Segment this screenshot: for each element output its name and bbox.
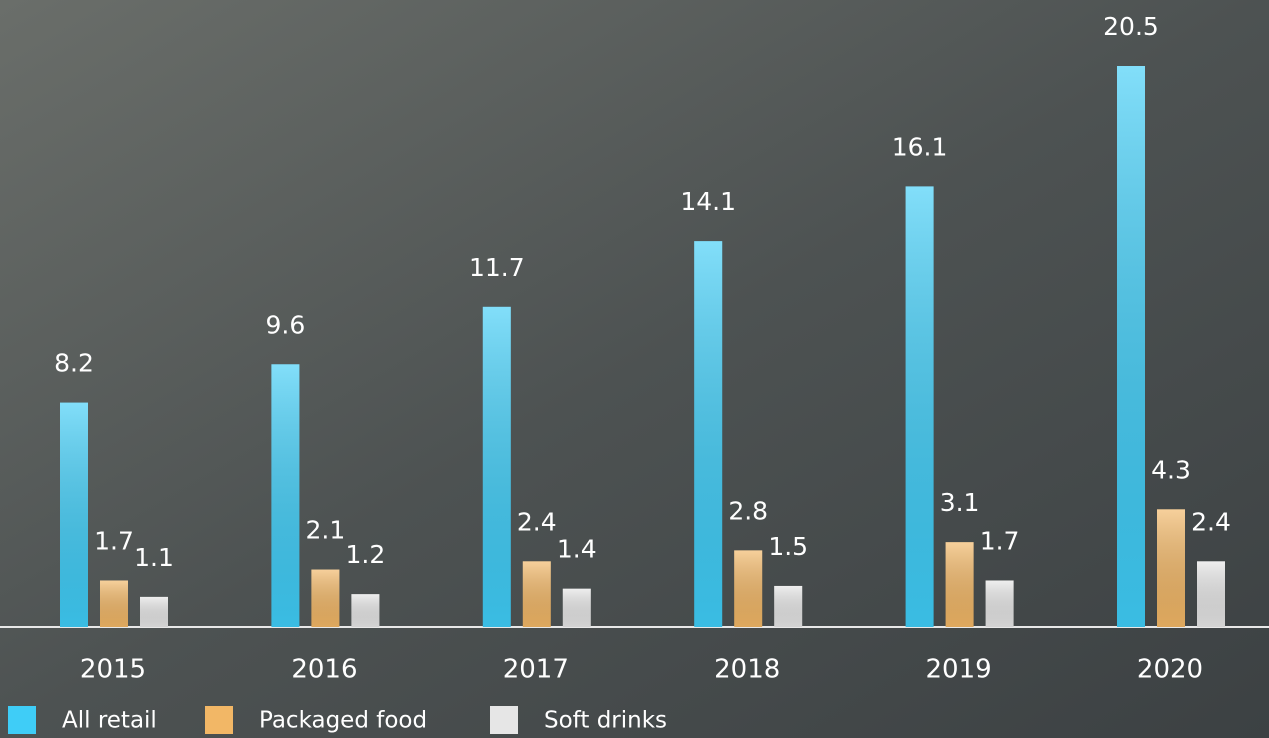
legend-label: All retail — [62, 708, 157, 734]
bar-shine — [311, 569, 340, 627]
x-tick-label: 2015 — [80, 655, 146, 685]
value-label: 2.4 — [517, 507, 557, 536]
bar-shine — [140, 596, 168, 627]
bar-shine — [562, 588, 591, 627]
x-tick-label: 2016 — [291, 655, 357, 685]
bar-shine — [1197, 561, 1225, 627]
value-label: 16.1 — [892, 132, 948, 161]
value-label: 1.7 — [980, 526, 1020, 555]
bar-shine — [271, 364, 300, 627]
value-label: 20.5 — [1103, 12, 1159, 41]
value-label: 1.5 — [768, 532, 808, 561]
value-label: 1.1 — [134, 543, 174, 572]
x-tick-label: 2017 — [503, 655, 569, 685]
bar-shine — [482, 306, 511, 627]
bar-shine — [774, 585, 803, 627]
bar-shine — [1157, 509, 1185, 627]
bar-shine — [694, 241, 723, 627]
value-label: 1.7 — [94, 526, 134, 555]
bar-shine — [60, 402, 88, 627]
value-label: 9.6 — [266, 310, 306, 339]
bar-shine — [100, 580, 128, 627]
bar-shine — [905, 186, 934, 627]
legend-label: Packaged food — [259, 708, 427, 734]
bar-shine — [945, 542, 974, 627]
bar-shine — [985, 580, 1014, 627]
legend-swatch — [490, 706, 518, 734]
x-tick-label: 2018 — [714, 655, 780, 685]
x-tick-label: 2020 — [1137, 655, 1203, 685]
legend-swatch — [205, 706, 233, 734]
value-label: 3.1 — [940, 488, 980, 517]
value-label: 2.1 — [306, 516, 346, 545]
value-label: 11.7 — [469, 253, 525, 282]
value-label: 14.1 — [680, 187, 736, 216]
bar-shine — [351, 594, 380, 627]
bar-shine — [734, 550, 763, 627]
value-label: 8.2 — [54, 349, 94, 378]
bar-shine — [522, 561, 551, 627]
x-tick-label: 2019 — [926, 655, 992, 685]
value-label: 2.8 — [728, 496, 768, 525]
legend-swatch — [8, 706, 36, 734]
value-label: 1.2 — [346, 540, 386, 569]
value-label: 2.4 — [1191, 507, 1231, 536]
value-label: 1.4 — [557, 535, 597, 564]
bar-shine — [1117, 66, 1145, 627]
value-label: 4.3 — [1151, 455, 1191, 484]
legend-label: Soft drinks — [544, 708, 667, 734]
